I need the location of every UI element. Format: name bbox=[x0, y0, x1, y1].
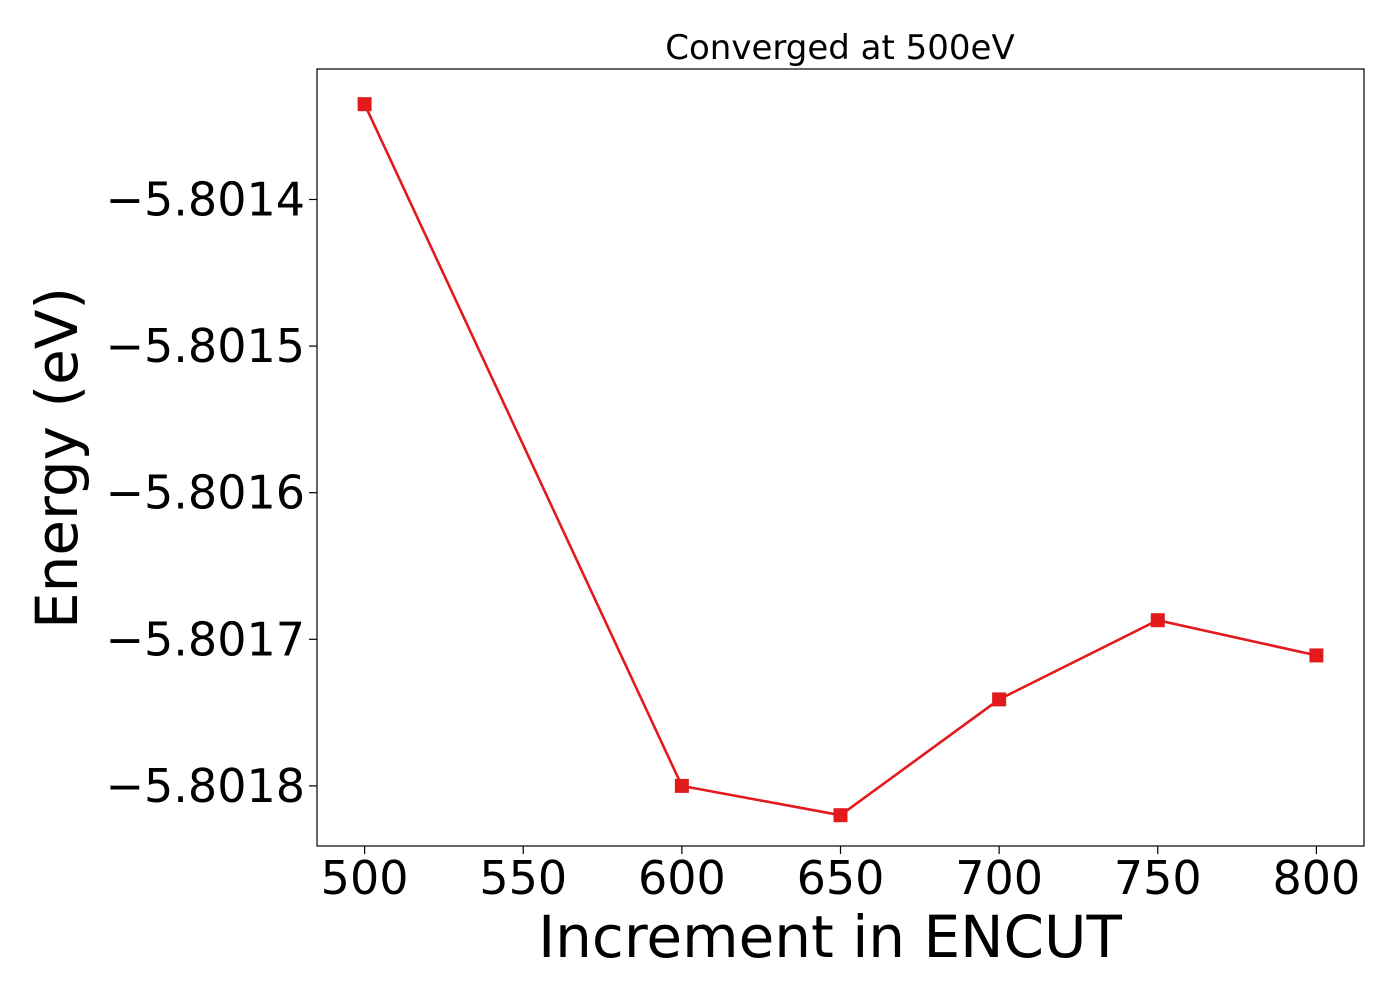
x-tick-label: 650 bbox=[797, 851, 885, 905]
x-tick-label: 800 bbox=[1273, 851, 1361, 905]
x-tick-label: 700 bbox=[955, 851, 1043, 905]
data-point bbox=[992, 692, 1007, 707]
x-tick-label: 600 bbox=[638, 851, 726, 905]
y-tick-label: −5.8017 bbox=[106, 612, 306, 666]
x-axis-label: Increment in ENCUT bbox=[538, 903, 1122, 971]
series-line bbox=[363, 103, 1317, 817]
x-tick-label: 550 bbox=[479, 851, 567, 905]
y-tick-label: −5.8016 bbox=[106, 466, 306, 520]
data-point bbox=[1150, 613, 1165, 628]
data-point bbox=[1309, 648, 1324, 663]
data-point bbox=[357, 97, 372, 112]
x-tick-label: 500 bbox=[321, 851, 409, 905]
data-point bbox=[833, 808, 848, 823]
plot-frame bbox=[316, 68, 1365, 847]
x-tick-label: 750 bbox=[1114, 851, 1202, 905]
y-axis-label: Energy (eV) bbox=[23, 287, 91, 629]
y-tick-label: −5.8018 bbox=[106, 759, 306, 813]
y-tick-label: −5.8015 bbox=[106, 319, 306, 373]
chart-title: Converged at 500eV bbox=[665, 28, 1014, 68]
data-point bbox=[674, 778, 689, 793]
y-tick-label: −5.8014 bbox=[106, 172, 306, 226]
